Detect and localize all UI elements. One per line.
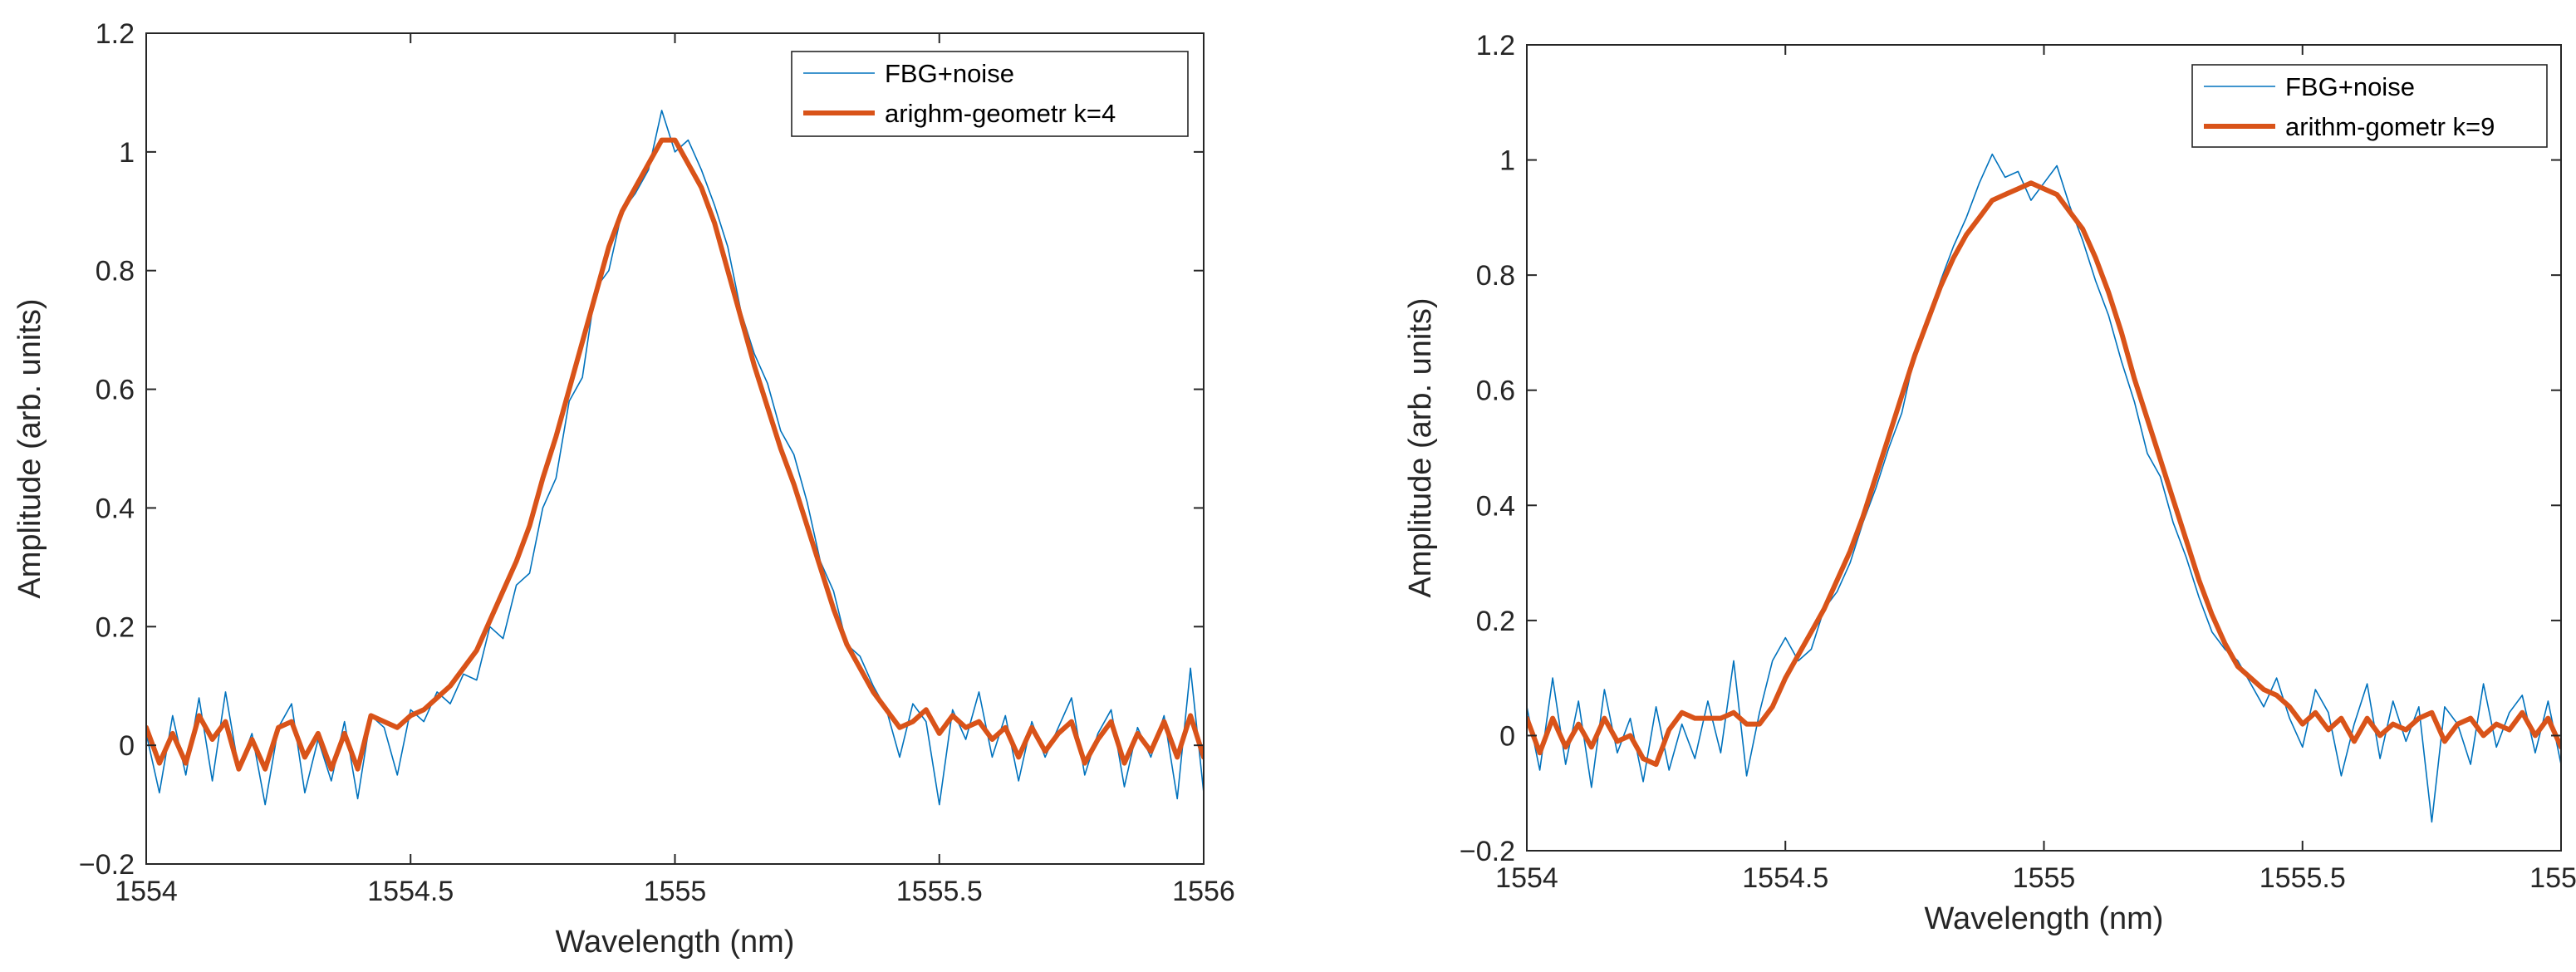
chart-1-y-tick-label: 0.4 bbox=[96, 493, 135, 524]
chart-2-y-tick-label: 0.6 bbox=[1476, 376, 1515, 407]
chart-2-legend-label-fit: arithm-gometr k=9 bbox=[2285, 112, 2495, 141]
chart-1-legend-label-fit: arighm-geometr k=4 bbox=[885, 99, 1116, 128]
chart-2-y-tick-label: −0.2 bbox=[1460, 836, 1515, 867]
chart-2-y-tick-label: 0 bbox=[1499, 720, 1515, 752]
chart-2-x-tick-label: 1555.5 bbox=[2260, 862, 2346, 894]
chart-1-x-axis-title: Wavelength (nm) bbox=[556, 925, 795, 960]
chart-1-legend-box bbox=[791, 51, 1189, 137]
chart-1-x-tick-label: 1554.5 bbox=[367, 876, 454, 907]
chart-1-legend: FBG+noise arighm-geometr k=4 bbox=[791, 51, 1189, 137]
chart-2-x-tick-label: 1554.5 bbox=[1742, 862, 1828, 894]
chart-1-y-tick-label: 0.6 bbox=[96, 375, 135, 406]
chart-2-y-tick-label: 1 bbox=[1499, 145, 1515, 177]
chart-2-y-tick-label: 1.2 bbox=[1476, 30, 1515, 61]
chart-2-legend-box bbox=[2191, 64, 2548, 148]
chart-2-x-tick-label: 1556 bbox=[2529, 862, 2576, 894]
chart-2-y-axis-title: Amplitude (arb. units) bbox=[1403, 297, 1438, 597]
chart-1-legend-label-noise: FBG+noise bbox=[885, 59, 1014, 88]
chart-1-y-axis-title: Amplitude (arb. units) bbox=[12, 298, 47, 598]
chart-1-y-tick-label: 0 bbox=[119, 730, 135, 762]
chart-1-series-fit-line bbox=[146, 137, 1204, 772]
chart-1-x-tick-label: 1555 bbox=[644, 876, 707, 907]
chart-2-y-tick-label: 0.2 bbox=[1476, 606, 1515, 637]
chart-1-y-tick-label: 1.2 bbox=[96, 18, 135, 50]
chart-1-y-tick-label: 0.8 bbox=[96, 256, 135, 287]
chart-2-x-axis-title: Wavelength (nm) bbox=[1925, 901, 2164, 936]
chart-2: 1554 1554.5 1555 1555.5 1556 −0.2 0 0.2 0.4 0.6 0.… bbox=[1403, 30, 2576, 936]
chart-1: 1554 1554.5 1555 1555.5 1556 −0.2 0 0.2 0.4 0.6 0.… bbox=[12, 18, 1235, 960]
chart-1-y-tick-label: 0.2 bbox=[96, 611, 135, 643]
chart-2-x-tick-label: 1555 bbox=[2013, 862, 2076, 894]
chart-2-series-fit-line bbox=[1527, 180, 2561, 768]
chart-2-y-tick-label: 0.4 bbox=[1476, 490, 1515, 522]
chart-2-y-tick-label: 0.8 bbox=[1476, 260, 1515, 292]
chart-2-legend-label-noise: FBG+noise bbox=[2285, 72, 2415, 101]
chart-1-y-tick-label: −0.2 bbox=[79, 849, 135, 881]
chart-1-y-tick-label: 1 bbox=[119, 137, 135, 169]
chart-1-x-tick-label: 1555.5 bbox=[896, 876, 983, 907]
chart-2-legend: FBG+noise arithm-gometr k=9 bbox=[2191, 64, 2548, 148]
chart-1-x-tick-label: 1556 bbox=[1172, 876, 1235, 907]
chart-1-x-tick-label: 1554 bbox=[115, 876, 178, 907]
chart-2-series-noise-line bbox=[1527, 153, 2561, 823]
chart-1-plot-area bbox=[146, 33, 1204, 864]
chart-2-x-tick-label: 1554 bbox=[1495, 862, 1558, 894]
